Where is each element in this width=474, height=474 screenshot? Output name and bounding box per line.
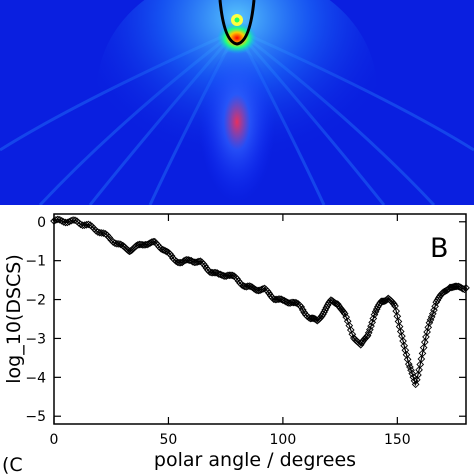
data-point — [288, 298, 296, 307]
y-tick-label: −1 — [25, 254, 46, 270]
data-point — [431, 302, 439, 311]
y-axis: 0 −1 −2 −3 −4 −5 — [25, 215, 466, 425]
data-point — [135, 240, 144, 249]
data-point — [67, 216, 76, 225]
data-point — [265, 289, 273, 298]
tail-glow — [199, 50, 275, 205]
data-point — [65, 217, 74, 226]
data-point — [147, 238, 156, 246]
data-point — [228, 271, 237, 280]
data-point — [225, 271, 234, 280]
data-point — [292, 299, 301, 307]
data-point — [410, 376, 419, 385]
data-point — [297, 303, 306, 311]
data-point — [193, 258, 202, 266]
x-tick-label: 150 — [384, 432, 411, 448]
data-point — [422, 333, 430, 341]
data-point — [420, 338, 429, 346]
data-point — [401, 346, 410, 355]
data-point — [407, 366, 415, 375]
data-point — [342, 313, 351, 321]
particle-contour — [218, 0, 256, 46]
data-point — [71, 216, 79, 225]
data-point — [308, 314, 317, 323]
data-point — [210, 268, 219, 277]
x-tick-label: 100 — [270, 432, 297, 448]
data-point — [192, 258, 200, 267]
secondary-spot-center — [234, 17, 240, 23]
data-point — [233, 275, 241, 283]
x-tick-label: 0 — [50, 432, 59, 448]
data-point — [274, 295, 283, 304]
x-tick-label: 50 — [160, 432, 178, 448]
y-tick-label: −5 — [25, 409, 46, 425]
x-axis: 0 50 100 150 — [50, 214, 411, 448]
data-point — [379, 297, 388, 306]
data-point — [99, 229, 108, 237]
data-point — [400, 341, 409, 350]
data-point — [414, 371, 422, 379]
data-point — [289, 298, 298, 307]
data-point — [390, 300, 398, 309]
data-point — [84, 220, 93, 229]
data-point — [57, 216, 66, 225]
data-point — [459, 284, 467, 293]
data-point — [396, 327, 405, 336]
data-point — [348, 330, 357, 339]
data-point — [116, 240, 125, 249]
data-point — [415, 366, 423, 374]
caption-fragment: (C — [2, 454, 23, 474]
data-markers — [50, 215, 470, 389]
data-point — [424, 323, 433, 332]
data-point — [115, 240, 123, 248]
data-point — [63, 218, 72, 227]
data-point — [247, 282, 255, 291]
dscs-plot: 0 −1 −2 −3 −4 −5 0 50 100 150 B log_10(DSCS) pol… — [2, 213, 470, 474]
data-point — [340, 309, 349, 318]
y-tick-label: −4 — [25, 370, 46, 386]
data-point — [182, 255, 191, 264]
data-point — [406, 363, 414, 371]
data-point — [408, 369, 417, 378]
data-point — [404, 360, 413, 369]
y-axis-title: log_10(DSCS) — [3, 254, 25, 383]
y-tick-label: −2 — [25, 293, 46, 309]
data-point — [402, 350, 411, 359]
data-point — [140, 241, 148, 249]
data-point — [61, 218, 70, 227]
y-tick-label: −3 — [25, 331, 46, 347]
y-tick-label: 0 — [37, 215, 46, 231]
data-point — [418, 349, 427, 358]
data-point — [369, 314, 378, 323]
data-point — [80, 221, 89, 230]
data-point — [411, 380, 420, 389]
data-point — [53, 215, 62, 224]
data-point — [423, 328, 431, 336]
data-point — [306, 314, 315, 323]
data-point — [419, 343, 428, 352]
data-point — [412, 375, 421, 384]
data-point — [346, 326, 355, 334]
data-point — [178, 258, 187, 267]
data-point — [201, 262, 209, 270]
data-point — [460, 285, 469, 294]
data-point — [416, 360, 425, 369]
x-axis-title: polar angle / degrees — [154, 449, 356, 471]
panel-label: B — [430, 233, 449, 264]
data-point — [462, 284, 470, 292]
data-point — [417, 355, 426, 363]
data-point — [333, 300, 342, 309]
data-point — [243, 282, 252, 291]
data-point — [371, 307, 380, 316]
data-point — [208, 268, 217, 277]
field-intensity-map — [0, 0, 474, 205]
data-point — [78, 221, 87, 230]
hot-core — [217, 22, 257, 54]
data-point — [298, 306, 307, 314]
data-point — [358, 338, 366, 347]
data-point — [176, 258, 185, 267]
data-point — [109, 238, 117, 246]
data-point — [55, 215, 64, 224]
